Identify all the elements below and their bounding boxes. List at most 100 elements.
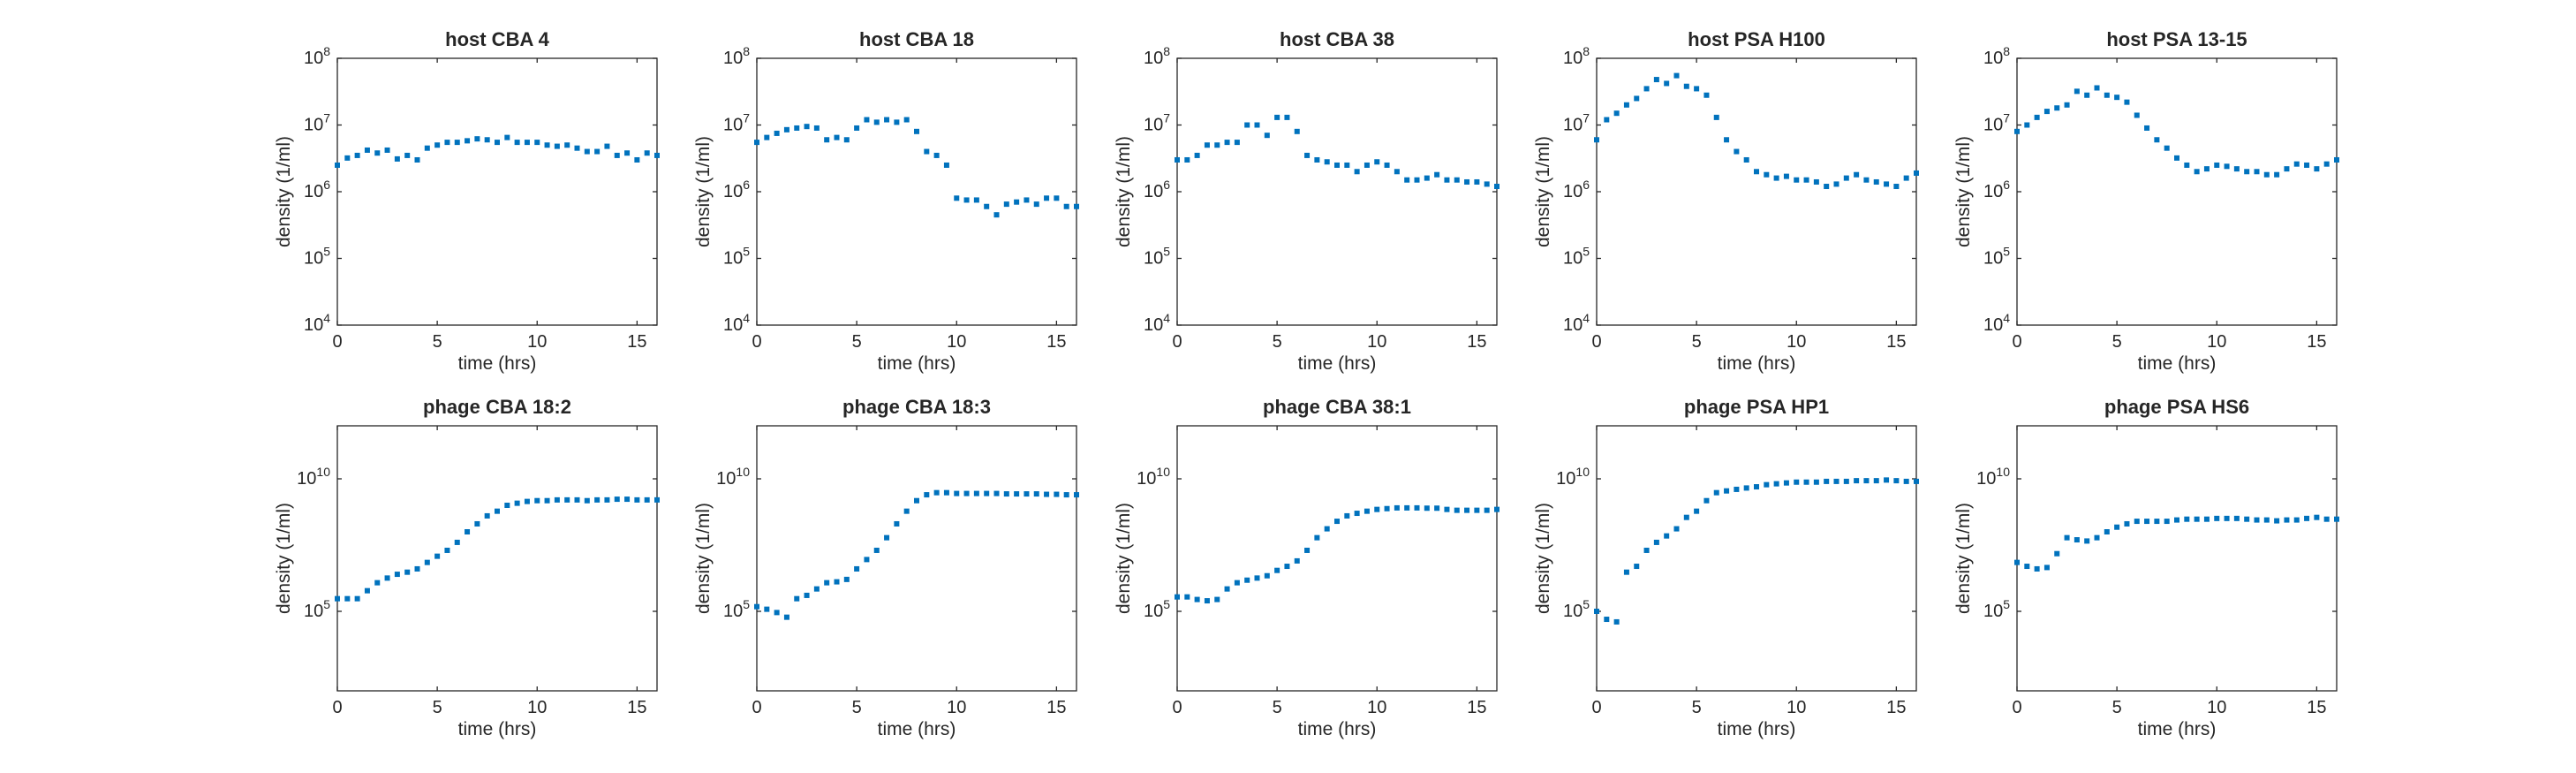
axes-box: [1596, 57, 1917, 326]
data-point: [1314, 156, 1320, 163]
data-point: [1594, 609, 1599, 614]
data-point: [1893, 478, 1900, 484]
data-point: [2274, 171, 2280, 178]
data-point: [1364, 162, 1370, 168]
data-point: [2114, 524, 2120, 530]
data-point: [1903, 175, 1909, 181]
data-point: [1274, 567, 1280, 573]
data-point: [1194, 596, 1200, 602]
y-axis-label: density (1/ml): [1953, 503, 1974, 614]
data-point: [783, 614, 789, 620]
data-point: [843, 576, 850, 582]
data-point: [843, 137, 850, 143]
y-tick-label: 105: [1983, 245, 2010, 269]
data-point: [2094, 85, 2100, 91]
data-point: [973, 197, 979, 203]
data-point: [654, 496, 660, 503]
y-axis-label: density (1/ml): [1533, 503, 1553, 614]
data-point: [1324, 526, 1330, 532]
data-point: [2054, 105, 2060, 111]
x-axis-label: time (hrs): [2138, 719, 2217, 739]
data-point: [2244, 169, 2250, 175]
data-point: [344, 155, 351, 161]
data-point: [824, 137, 830, 143]
data-point: [524, 140, 530, 146]
x-tick-label: 0: [332, 698, 342, 717]
y-tick-label: 104: [1983, 311, 2010, 335]
data-point: [1234, 140, 1240, 146]
data-point: [1063, 203, 1069, 209]
data-point: [2084, 92, 2090, 98]
data-point: [1713, 489, 1719, 496]
data-point: [614, 152, 620, 158]
data-point: [954, 195, 960, 201]
data-point: [2203, 516, 2210, 522]
data-point: [654, 152, 660, 158]
data-point: [2323, 161, 2330, 167]
data-point: [873, 119, 880, 125]
data-point: [2014, 559, 2020, 565]
data-point: [2203, 166, 2210, 172]
data-point: [1623, 102, 1629, 108]
x-tick-label: 5: [1692, 698, 1702, 717]
x-axis-label: time (hrs): [1718, 719, 1796, 739]
x-axis-label: time (hrs): [1298, 353, 1377, 374]
data-point: [2104, 92, 2110, 98]
data-point: [1003, 491, 1009, 497]
data-series: [2014, 514, 2339, 572]
data-point: [554, 496, 560, 503]
data-point: [2043, 565, 2050, 571]
x-tick-label: 5: [2112, 332, 2122, 352]
data-point: [1274, 114, 1280, 120]
data-point: [764, 606, 770, 612]
x-tick-label: 15: [1467, 332, 1486, 352]
data-point: [2034, 114, 2040, 120]
data-point: [2164, 519, 2170, 525]
data-point: [634, 496, 640, 503]
data-point: [2134, 519, 2140, 525]
data-point: [1734, 486, 1740, 492]
data-point: [2184, 162, 2190, 168]
x-tick-label: 0: [2012, 332, 2021, 352]
data-point: [1783, 480, 1789, 486]
data-point: [774, 130, 780, 136]
data-point: [604, 496, 610, 503]
data-point: [813, 586, 820, 592]
data-point: [384, 575, 390, 581]
data-point: [424, 559, 430, 565]
data-point: [1234, 580, 1240, 586]
data-point: [864, 557, 870, 563]
data-point: [2274, 518, 2280, 524]
data-point: [404, 152, 411, 158]
x-tick-label: 5: [2112, 698, 2122, 717]
data-point: [1074, 492, 1079, 498]
data-point: [1653, 539, 1659, 545]
data-point: [474, 520, 480, 527]
data-point: [1294, 557, 1300, 564]
data-point: [1803, 479, 1809, 485]
x-tick-label: 10: [947, 332, 966, 352]
y-tick-label: 105: [1563, 245, 1590, 269]
x-tick-label: 5: [852, 332, 862, 352]
x-tick-label: 5: [1273, 698, 1282, 717]
data-point: [1244, 577, 1250, 583]
data-point: [1854, 171, 1860, 178]
data-series: [1175, 114, 1500, 190]
subplot-title: host CBA 4: [445, 28, 550, 50]
data-point: [2124, 99, 2130, 105]
x-axis-label: time (hrs): [1718, 353, 1796, 374]
data-point: [1024, 491, 1030, 497]
data-point: [2314, 514, 2320, 520]
data-point: [1444, 506, 1450, 512]
y-tick-label: 107: [304, 111, 330, 135]
subplot-7: 0 5 10 15 105 1010 phage CBA 18:3 time (hrs) den…: [693, 396, 1079, 739]
data-point: [1653, 77, 1659, 83]
data-point: [854, 565, 860, 572]
data-point: [2214, 515, 2220, 521]
data-point: [2043, 109, 2050, 115]
data-point: [1474, 507, 1480, 513]
data-point: [1604, 117, 1610, 123]
data-point: [504, 503, 510, 508]
data-point: [1063, 492, 1069, 498]
data-point: [1724, 488, 1730, 494]
